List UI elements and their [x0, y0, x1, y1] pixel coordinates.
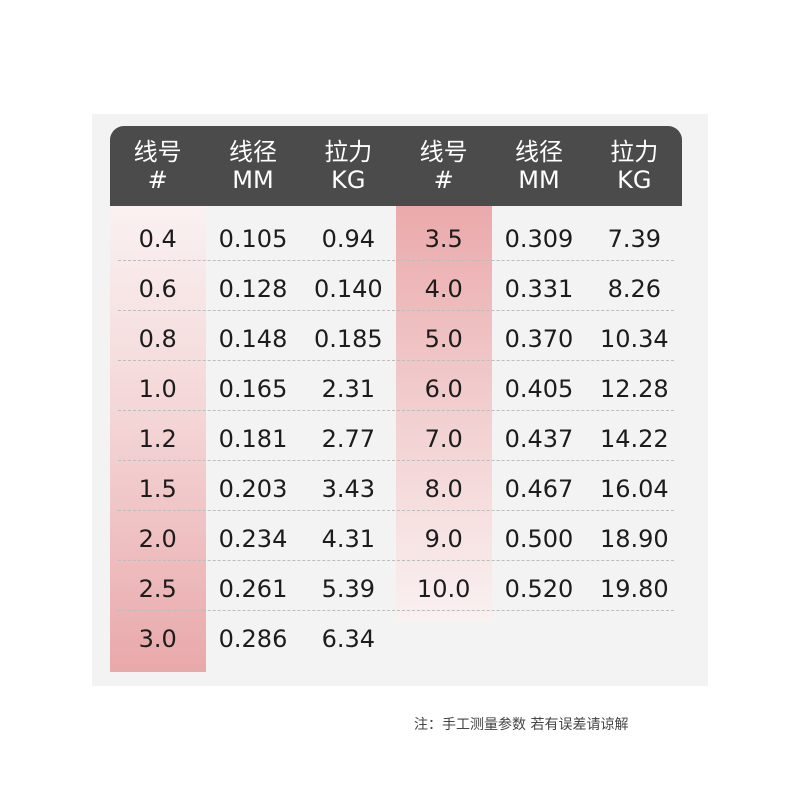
table-cell: 7.39 — [607, 225, 662, 253]
table-cell: 2.31 — [321, 375, 376, 403]
table-cell: 0.185 — [313, 325, 383, 353]
table-cell: 0.309 — [504, 225, 574, 253]
table-cell: 0.261 — [218, 575, 288, 603]
table-cell — [587, 614, 682, 664]
row-divider — [118, 360, 674, 361]
table-cell: 1.5 — [138, 475, 177, 503]
table-cell: 4.31 — [321, 525, 376, 553]
header-unit: MM — [232, 166, 274, 194]
table-cell: 0.437 — [504, 425, 574, 453]
row-divider — [118, 560, 674, 561]
table-cell: 3.5 — [424, 225, 463, 253]
table-cell: 18.90 — [599, 525, 669, 553]
table-cell: 0.286 — [218, 625, 288, 653]
table-row: 0.4 0.105 0.94 3.5 0.309 7.39 — [110, 214, 682, 264]
table-body: 注：手工测量参数 若有误差请谅解 0.4 0.105 0.94 3.5 0.309 7.3… — [110, 206, 682, 733]
highlight-column-left — [110, 206, 206, 672]
table-cell: 9.0 — [424, 525, 463, 553]
header-cell-diameter: 线径 MM — [205, 126, 300, 206]
table-cell: 0.500 — [504, 525, 574, 553]
row-divider — [118, 510, 674, 511]
table-cell: 8.26 — [607, 275, 662, 303]
table-cell: 10.34 — [599, 325, 669, 353]
header-label: 线径 — [228, 138, 277, 166]
header-cell-tension: 拉力 KG — [301, 126, 396, 206]
table-cell: 3.0 — [138, 625, 177, 653]
table-cell: 0.405 — [504, 375, 574, 403]
header-label: 拉力 — [610, 138, 659, 166]
table-cell: 0.8 — [138, 325, 177, 353]
table-header: 线号 # 线径 MM 拉力 KG 线号 # 线径 MM 拉力 KG — [110, 126, 682, 206]
header-cell-line-number: 线号 # — [110, 126, 205, 206]
table-cell: 0.203 — [218, 475, 288, 503]
table-cell: 0.4 — [138, 225, 177, 253]
table-cell: 0.140 — [313, 275, 383, 303]
table-cell: 0.6 — [138, 275, 177, 303]
table-cell: 10.0 — [416, 575, 471, 603]
table-cell: 2.5 — [138, 575, 177, 603]
table-cell: 6.34 — [321, 625, 376, 653]
table-cell — [396, 614, 491, 664]
header-cell-diameter: 线径 MM — [491, 126, 586, 206]
header-unit: # — [147, 166, 168, 194]
header-unit: MM — [518, 166, 560, 194]
table-row: 2.0 0.234 4.31 9.0 0.500 18.90 — [110, 514, 682, 564]
table-cell: 5.39 — [321, 575, 376, 603]
header-label: 拉力 — [324, 138, 373, 166]
highlight-column-middle — [396, 206, 492, 622]
header-label: 线号 — [419, 138, 468, 166]
row-divider — [118, 610, 674, 611]
table-cell: 14.22 — [599, 425, 669, 453]
row-divider — [118, 460, 674, 461]
table-cell: 5.0 — [424, 325, 463, 353]
table-cell: 7.0 — [424, 425, 463, 453]
header-cell-tension: 拉力 KG — [587, 126, 682, 206]
table-cell: 6.0 — [424, 375, 463, 403]
table-cell: 0.165 — [218, 375, 288, 403]
table-row: 2.5 0.261 5.39 10.0 0.520 19.80 — [110, 564, 682, 614]
table-cell: 16.04 — [599, 475, 669, 503]
table-cell: 0.148 — [218, 325, 288, 353]
table-cell: 12.28 — [599, 375, 669, 403]
table-cell: 1.0 — [138, 375, 177, 403]
table-cell: 0.520 — [504, 575, 574, 603]
table-cell: 4.0 — [424, 275, 463, 303]
table-cell: 2.0 — [138, 525, 177, 553]
header-unit: KG — [331, 166, 366, 194]
table-cell: 2.77 — [321, 425, 376, 453]
table-cell: 0.331 — [504, 275, 574, 303]
header-unit: KG — [617, 166, 652, 194]
header-label: 线号 — [133, 138, 182, 166]
table-cell: 0.234 — [218, 525, 288, 553]
table-row: 1.0 0.165 2.31 6.0 0.405 12.28 — [110, 364, 682, 414]
table-cell: 8.0 — [424, 475, 463, 503]
table-cell: 1.2 — [138, 425, 177, 453]
table-row: 0.8 0.148 0.185 5.0 0.370 10.34 — [110, 314, 682, 364]
table-row: 0.6 0.128 0.140 4.0 0.331 8.26 — [110, 264, 682, 314]
header-cell-line-number: 线号 # — [396, 126, 491, 206]
table-cell: 0.181 — [218, 425, 288, 453]
header-label: 线径 — [514, 138, 563, 166]
table-cell: 0.94 — [321, 225, 376, 253]
table-cell — [491, 614, 586, 664]
row-divider — [118, 310, 674, 311]
table-cell: 0.128 — [218, 275, 288, 303]
table-cell: 0.370 — [504, 325, 574, 353]
header-unit: # — [433, 166, 454, 194]
row-divider — [118, 410, 674, 411]
table-cell: 19.80 — [599, 575, 669, 603]
table-row: 1.2 0.181 2.77 7.0 0.437 14.22 — [110, 414, 682, 464]
table-cell: 0.467 — [504, 475, 574, 503]
table-row: 1.5 0.203 3.43 8.0 0.467 16.04 — [110, 464, 682, 514]
spec-table: 线号 # 线径 MM 拉力 KG 线号 # 线径 MM 拉力 KG 注：手工测量… — [110, 126, 682, 733]
measurement-note: 注：手工测量参数 若有误差请谅解 — [414, 717, 629, 733]
table-row: 3.0 0.286 6.34 — [110, 614, 682, 664]
table-cell: 0.105 — [218, 225, 288, 253]
row-divider — [118, 260, 674, 261]
table-cell: 3.43 — [321, 475, 376, 503]
